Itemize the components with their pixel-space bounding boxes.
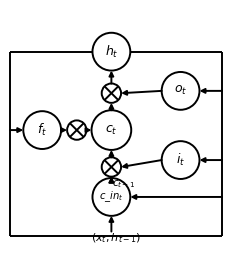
Circle shape	[101, 84, 121, 103]
Circle shape	[67, 120, 86, 140]
Circle shape	[91, 110, 131, 150]
Text: $i_t$: $i_t$	[175, 152, 184, 168]
Text: $c_t$: $c_t$	[105, 124, 117, 137]
Text: $c_{t-1}$: $c_{t-1}$	[112, 178, 135, 190]
Text: $(x_t, h_{t-1})$: $(x_t, h_{t-1})$	[91, 232, 140, 245]
Circle shape	[92, 178, 130, 216]
Text: $h_t$: $h_t$	[104, 44, 118, 60]
Circle shape	[161, 72, 199, 110]
Text: $f_t$: $f_t$	[37, 122, 47, 138]
Circle shape	[92, 33, 130, 71]
Text: $o_t$: $o_t$	[173, 84, 186, 98]
Text: $c\_in_t$: $c\_in_t$	[99, 190, 123, 204]
Circle shape	[23, 111, 61, 149]
Circle shape	[101, 157, 121, 177]
Circle shape	[161, 141, 199, 179]
